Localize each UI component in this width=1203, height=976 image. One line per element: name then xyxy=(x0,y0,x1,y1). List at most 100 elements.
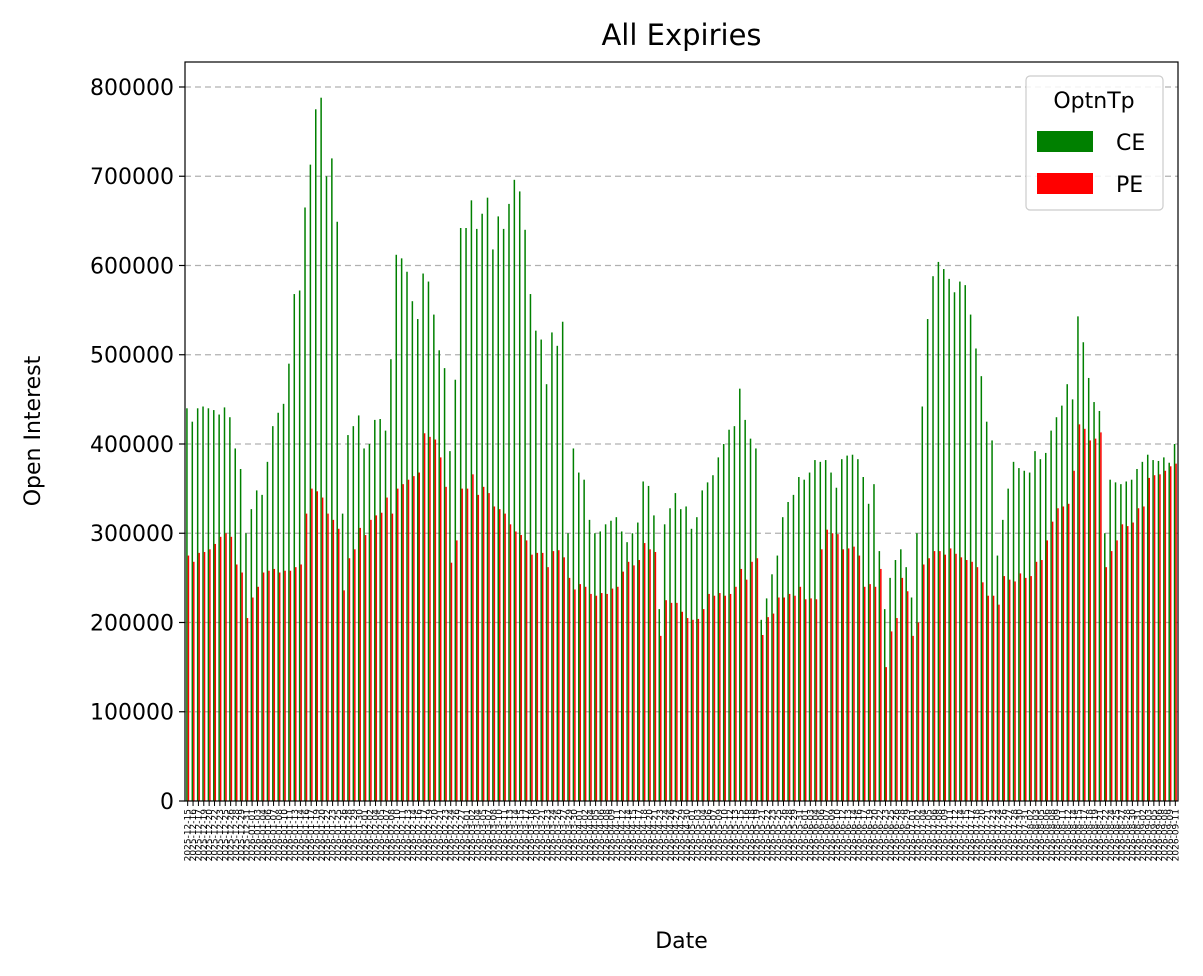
x-tick-label: 2026-07-12 xyxy=(951,809,961,861)
bar-ce xyxy=(218,414,220,801)
bar-pe xyxy=(590,593,592,801)
bar-pe xyxy=(976,567,979,801)
bar-ce xyxy=(255,490,258,801)
bar-ce xyxy=(1007,488,1009,801)
bar-pe xyxy=(794,595,796,801)
bar-ce xyxy=(867,503,870,801)
bar-ce xyxy=(529,294,532,801)
bar-pe xyxy=(595,595,598,801)
bar-ce xyxy=(739,388,741,801)
bar-ce xyxy=(937,261,940,801)
bar-ce xyxy=(835,487,838,801)
bar-ce xyxy=(293,294,296,801)
x-tick-label: 2026-07-11 xyxy=(946,809,956,861)
bar-pe xyxy=(1008,579,1011,801)
bar-ce xyxy=(733,426,736,801)
x-tick-label: 2026-06-04 xyxy=(812,809,822,862)
x-tick-label: 2026-04-27 xyxy=(672,809,682,861)
x-tick-label: 2025-12-31 xyxy=(243,809,253,861)
bar-ce xyxy=(663,524,666,801)
x-tick-label: 2026-05-29 xyxy=(790,809,800,862)
x-tick-label: 2026-07-18 xyxy=(973,809,983,862)
bar-ce xyxy=(406,271,408,801)
bar-pe xyxy=(772,613,775,801)
bar-pe xyxy=(708,593,710,801)
bar-pe xyxy=(268,570,270,801)
bar-pe xyxy=(681,611,684,801)
bar-pe xyxy=(692,619,694,801)
bar-pe xyxy=(563,557,565,801)
bar-ce xyxy=(234,448,236,801)
bar-pe xyxy=(1067,503,1070,801)
bar-pe xyxy=(965,560,968,801)
bar-pe xyxy=(1078,424,1081,801)
bar-pe xyxy=(1153,475,1156,801)
bar-ce xyxy=(1093,402,1095,801)
legend-swatch-pe xyxy=(1037,173,1093,194)
bar-pe xyxy=(246,618,249,801)
x-tick-label: 2026-08-30 xyxy=(1128,809,1138,862)
bar-pe xyxy=(960,557,963,801)
bar-pe xyxy=(762,634,764,801)
x-tick-label: 2026-09-08 xyxy=(1161,809,1171,862)
x-tick-label: 2026-04-01 xyxy=(576,809,586,861)
x-tick-label: 2026-07-15 xyxy=(962,809,972,861)
bar-pe xyxy=(600,593,603,801)
bar-pe xyxy=(332,519,335,801)
bar-pe xyxy=(273,568,276,801)
bar-ce xyxy=(336,221,338,802)
bar-pe xyxy=(971,561,973,801)
bar-pe xyxy=(649,549,651,801)
x-tick-label: 2026-08-06 xyxy=(1042,809,1052,862)
x-tick-label: 2026-05-21 xyxy=(758,809,768,861)
bar-ce xyxy=(647,485,650,801)
x-tick-label: 2025-12-29 xyxy=(237,809,247,862)
bar-ce xyxy=(862,477,864,801)
x-tick-label: 2026-04-04 xyxy=(586,809,596,862)
bar-ce xyxy=(368,443,371,801)
bar-ce xyxy=(921,406,924,801)
bar-ce xyxy=(443,368,446,801)
bar-ce xyxy=(798,477,800,801)
bar-ce xyxy=(781,517,784,801)
bar-ce xyxy=(535,330,537,801)
bar-ce xyxy=(465,228,467,801)
plot-frame xyxy=(184,61,1179,802)
bar-pe xyxy=(617,586,619,801)
bar-ce xyxy=(245,533,247,801)
bar-pe xyxy=(863,586,866,801)
x-tick-label: 2026-01-08 xyxy=(275,809,285,862)
bar-ce xyxy=(379,419,381,801)
x-tick-label: 2026-08-27 xyxy=(1118,809,1128,861)
x-tick-label: 2026-05-09 xyxy=(715,809,725,862)
bar-ce xyxy=(610,520,612,801)
x-tick-label: 2025-12-23 xyxy=(216,809,226,861)
bar-pe xyxy=(434,439,437,801)
bar-ce xyxy=(390,359,392,801)
x-tick-label: 2026-04-11 xyxy=(613,809,623,861)
bar-pe xyxy=(1164,470,1167,801)
x-tick-label: 2026-04-09 xyxy=(608,809,618,862)
bar-ce xyxy=(814,460,816,801)
bar-ce xyxy=(1023,470,1026,801)
bar-ce xyxy=(196,408,199,801)
x-tick-label: 2026-01-25 xyxy=(334,809,344,861)
bar-ce xyxy=(239,468,242,801)
bar-pe xyxy=(1175,463,1177,801)
bar-pe xyxy=(509,524,512,801)
x-tick-label: 2025-12-25 xyxy=(221,809,231,861)
bar-ce xyxy=(545,384,548,801)
bar-ce xyxy=(518,191,521,801)
bar-ce xyxy=(513,179,516,802)
x-tick-label: 2026-03-20 xyxy=(533,809,543,862)
bar-pe xyxy=(890,631,893,801)
bar-ce xyxy=(556,345,559,801)
bar-ce xyxy=(1034,451,1036,801)
x-tick-label: 2026-03-18 xyxy=(527,809,537,862)
x-tick-label: 2026-06-10 xyxy=(833,809,843,862)
bar-pe xyxy=(751,561,753,801)
x-tick-label: 2026-03-17 xyxy=(522,809,532,861)
bar-ce xyxy=(991,440,993,801)
x-tick-label: 2026-06-26 xyxy=(892,809,902,862)
x-tick-label: 2026-08-15 xyxy=(1075,809,1085,861)
